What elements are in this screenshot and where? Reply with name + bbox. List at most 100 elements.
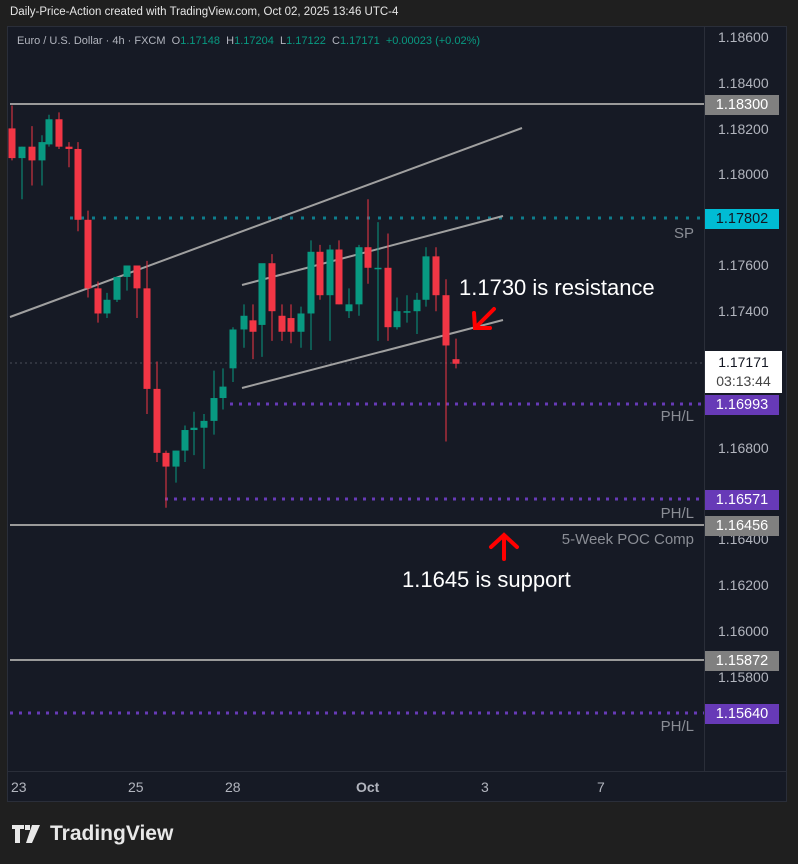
candle (153, 388, 161, 453)
phl-label-2: PH/L (660, 505, 694, 522)
brand-name: TradingView (50, 822, 174, 845)
candle (326, 249, 334, 296)
candle (432, 256, 440, 296)
bar-countdown: 03:13:44 (716, 373, 771, 389)
price-tick: 1.18000 (718, 166, 769, 182)
open-value: 1.17148 (180, 35, 220, 47)
price-tick: 1.17400 (718, 303, 769, 319)
poc-badge: 1.16456 (705, 516, 779, 536)
chart-frame[interactable] (7, 26, 787, 802)
candle (103, 299, 111, 314)
phl-label-3: PH/L (660, 718, 694, 735)
phl-badge-2: 1.16571 (705, 490, 779, 510)
time-tick: 25 (128, 779, 144, 795)
candle (200, 420, 208, 428)
candle (133, 265, 141, 289)
price-tick: 1.18200 (718, 121, 769, 137)
candle (143, 288, 151, 389)
price-tick: 1.16200 (718, 577, 769, 593)
phl-badge-1: 1.16993 (705, 395, 779, 415)
candle (74, 148, 82, 220)
price-tick: 1.18400 (718, 75, 769, 91)
candle (393, 311, 401, 328)
close-value: 1.17171 (339, 35, 380, 47)
level-badge-1: 1.18300 (705, 95, 779, 115)
candle (219, 386, 227, 399)
candle (113, 276, 121, 300)
sp-label: SP (673, 225, 694, 242)
candle (240, 315, 248, 330)
time-tick: 23 (11, 779, 27, 795)
time-tick: 28 (225, 779, 241, 795)
symbol-name: Euro / U.S. Dollar · 4h · FXCM (17, 35, 166, 47)
candle (190, 427, 198, 431)
candle (123, 265, 131, 277)
candle (335, 249, 343, 305)
current-price: 1.17171 (718, 354, 769, 370)
candle (18, 146, 26, 159)
candle (84, 219, 92, 289)
time-axis[interactable] (8, 771, 786, 802)
price-tick: 1.16000 (718, 623, 769, 639)
candle (210, 398, 218, 421)
candle (345, 304, 353, 312)
candle (172, 450, 180, 467)
resistance-arrow-icon (472, 307, 496, 330)
price-tick: 1.15800 (718, 669, 769, 685)
chart-caption: Daily-Price-Action created with TradingV… (10, 6, 399, 18)
candlestick-series (8, 105, 460, 508)
candle (229, 329, 237, 369)
candle (413, 299, 421, 312)
time-tick-month: Oct (356, 779, 380, 795)
candle (452, 359, 460, 364)
candle (287, 318, 295, 332)
candle (384, 267, 392, 328)
price-axis[interactable] (704, 27, 787, 771)
candle (45, 119, 53, 145)
candle (65, 146, 73, 149)
candle (268, 263, 276, 312)
low-value: 1.17122 (286, 35, 326, 47)
tradingview-logo-icon (12, 825, 40, 843)
sp-badge: 1.17802 (705, 209, 779, 229)
time-tick: 7 (597, 779, 605, 795)
candle (364, 247, 372, 268)
candle (307, 251, 315, 314)
candle (355, 247, 363, 305)
level-badge-2: 1.15872 (705, 651, 779, 671)
candle (278, 315, 286, 332)
channel-top-line (241, 215, 504, 286)
candle (442, 295, 450, 346)
symbol-legend: Euro / U.S. Dollar · 4h · FXCM O1.17148 … (17, 35, 481, 47)
channel-bottom-line (241, 319, 504, 389)
current-price-badge: 1.17171 03:13:44 (705, 351, 782, 393)
outer-trendline (9, 127, 523, 318)
price-tick: 1.17600 (718, 257, 769, 273)
price-tick: 1.16800 (718, 440, 769, 456)
high-value: 1.17204 (234, 35, 274, 47)
candle (403, 311, 411, 313)
time-tick: 3 (481, 779, 489, 795)
candle (316, 251, 324, 296)
candle (258, 263, 266, 325)
resistance-annotation[interactable]: 1.1730 is resistance (459, 275, 655, 300)
candle (162, 452, 170, 467)
support-arrow-icon (489, 532, 519, 561)
poc-label: 5-Week POC Comp (561, 531, 694, 548)
candle (8, 128, 16, 159)
candle (297, 313, 305, 332)
candle (55, 119, 63, 147)
tradingview-logo: TradingView (12, 822, 173, 846)
candle (28, 146, 36, 161)
phl-label-1: PH/L (660, 408, 694, 425)
candle (374, 267, 382, 270)
candle (249, 320, 257, 332)
candle (38, 142, 46, 161)
candle (181, 430, 189, 451)
phl-badge-3: 1.15640 (705, 704, 779, 724)
change-value: +0.00023 (+0.02%) (385, 35, 481, 47)
support-annotation[interactable]: 1.1645 is support (402, 567, 571, 592)
candle (422, 256, 430, 300)
price-tick: 1.18600 (718, 29, 769, 45)
